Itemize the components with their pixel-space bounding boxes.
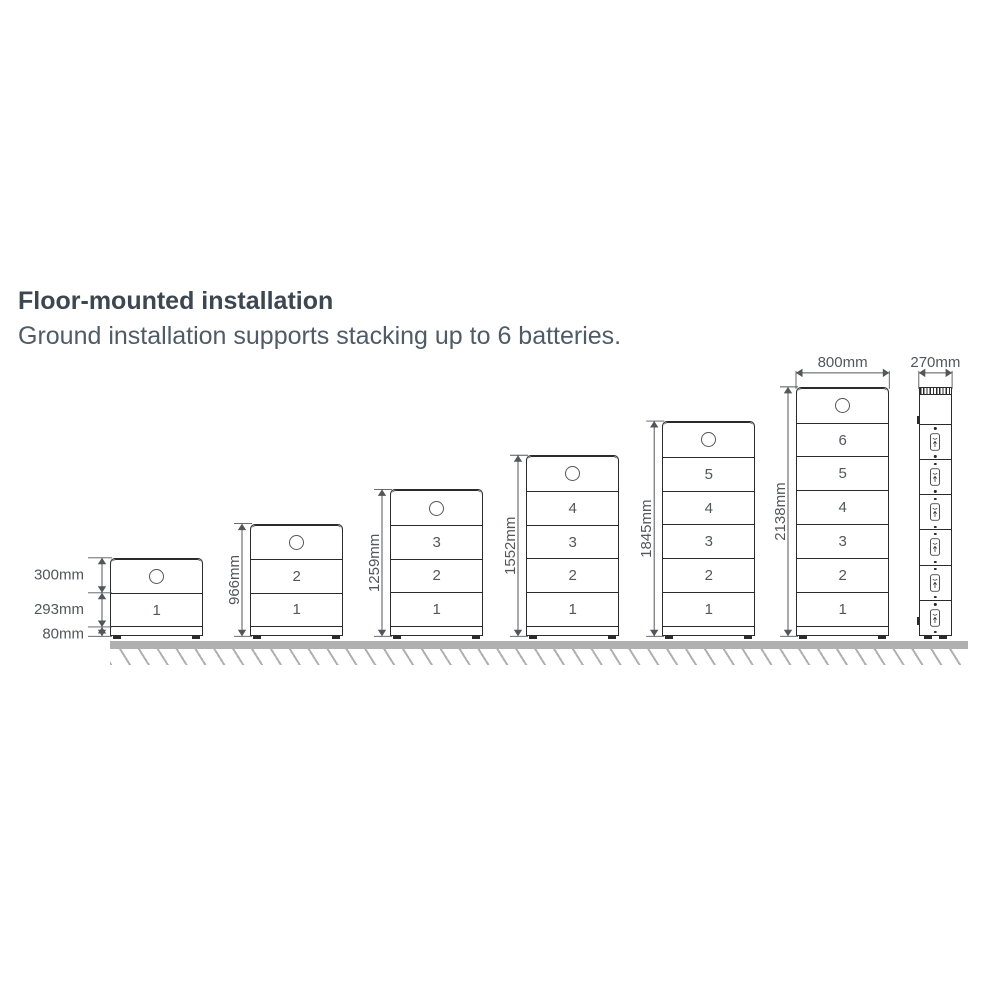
svg-text:300mm: 300mm bbox=[34, 566, 84, 583]
svg-text:80mm: 80mm bbox=[42, 626, 84, 643]
svg-text:1845mm: 1845mm bbox=[638, 500, 655, 558]
svg-text:966mm: 966mm bbox=[226, 555, 243, 605]
svg-text:1259mm: 1259mm bbox=[366, 534, 383, 592]
svg-text:1552mm: 1552mm bbox=[502, 517, 519, 575]
svg-text:800mm: 800mm bbox=[818, 354, 868, 371]
svg-text:2138mm: 2138mm bbox=[772, 482, 789, 540]
svg-text:293mm: 293mm bbox=[34, 601, 84, 618]
svg-text:270mm: 270mm bbox=[910, 354, 960, 371]
